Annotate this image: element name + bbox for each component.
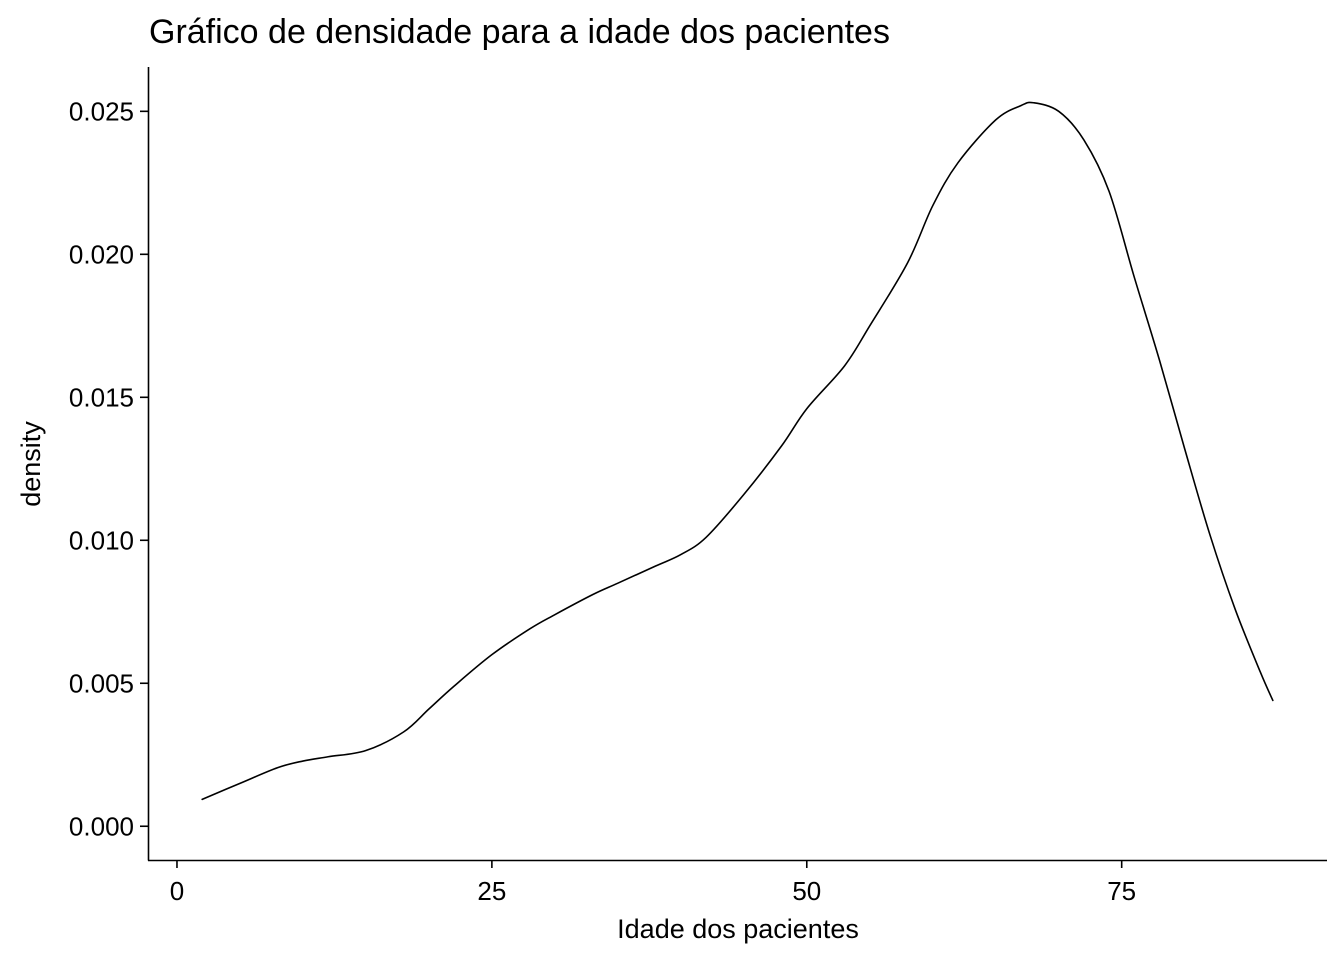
y-tick-label: 0.010 <box>69 525 134 555</box>
x-tick-label: 0 <box>170 876 184 906</box>
x-axis-ticks: 0 25 50 75 <box>170 860 1136 906</box>
y-tick-label: 0.000 <box>69 811 134 841</box>
y-tick-label: 0.015 <box>69 382 134 412</box>
y-axis-label: density <box>16 421 46 507</box>
x-axis-label: Idade dos pacientes <box>617 914 859 944</box>
x-tick-label: 25 <box>477 876 506 906</box>
y-tick-label: 0.025 <box>69 96 134 126</box>
x-tick-label: 75 <box>1107 876 1136 906</box>
y-tick-label: 0.005 <box>69 668 134 698</box>
x-tick-label: 50 <box>792 876 821 906</box>
y-axis-ticks: 0.000 0.005 0.010 0.015 0.020 0.025 <box>69 96 148 841</box>
chart-title: Gráfico de densidade para a idade dos pa… <box>149 13 890 51</box>
y-tick-label: 0.020 <box>69 239 134 269</box>
density-curve <box>201 101 1274 801</box>
